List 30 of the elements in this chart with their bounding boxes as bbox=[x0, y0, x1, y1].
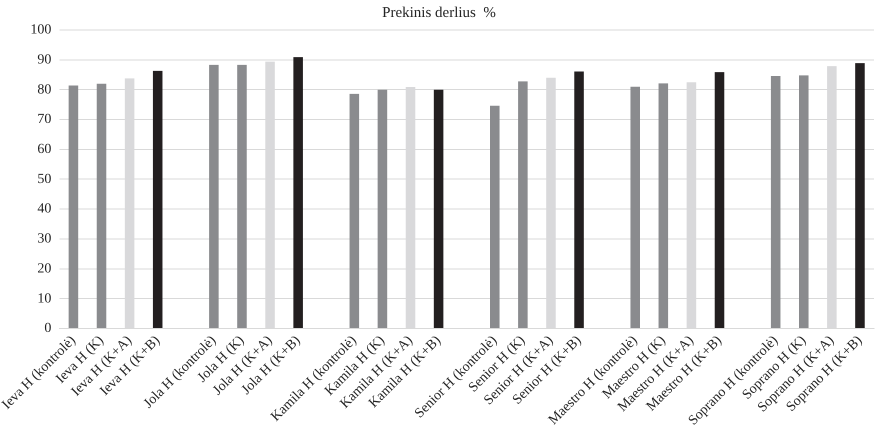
bar bbox=[518, 81, 528, 328]
y-tick-label: 90 bbox=[37, 52, 52, 68]
bar bbox=[96, 84, 106, 328]
bar bbox=[799, 75, 809, 328]
bar bbox=[237, 64, 247, 328]
bar bbox=[490, 106, 500, 328]
y-tick-label: 40 bbox=[37, 202, 52, 217]
y-tick-label: 100 bbox=[30, 22, 52, 38]
y-tick-label: 20 bbox=[37, 261, 52, 276]
y-tick-label: 50 bbox=[37, 172, 52, 187]
y-tick-label: 60 bbox=[37, 142, 52, 158]
bar bbox=[152, 70, 162, 328]
bar bbox=[434, 90, 444, 328]
y-tick-label: 80 bbox=[37, 82, 52, 98]
bar bbox=[855, 63, 865, 328]
bar bbox=[68, 86, 78, 328]
y-tick-label: 10 bbox=[37, 291, 52, 306]
bar bbox=[658, 83, 668, 328]
bar bbox=[630, 86, 640, 328]
y-tick-label: 30 bbox=[37, 232, 52, 247]
chart-title: Prekinis derlius % bbox=[382, 4, 496, 21]
bar bbox=[574, 71, 584, 328]
bar bbox=[714, 72, 724, 328]
bar bbox=[293, 57, 303, 328]
y-tick-label: 70 bbox=[37, 112, 52, 128]
bar bbox=[350, 94, 360, 328]
bar bbox=[378, 90, 388, 328]
bar bbox=[770, 76, 780, 328]
y-tick-label: 0 bbox=[44, 321, 52, 336]
bar bbox=[209, 64, 219, 328]
